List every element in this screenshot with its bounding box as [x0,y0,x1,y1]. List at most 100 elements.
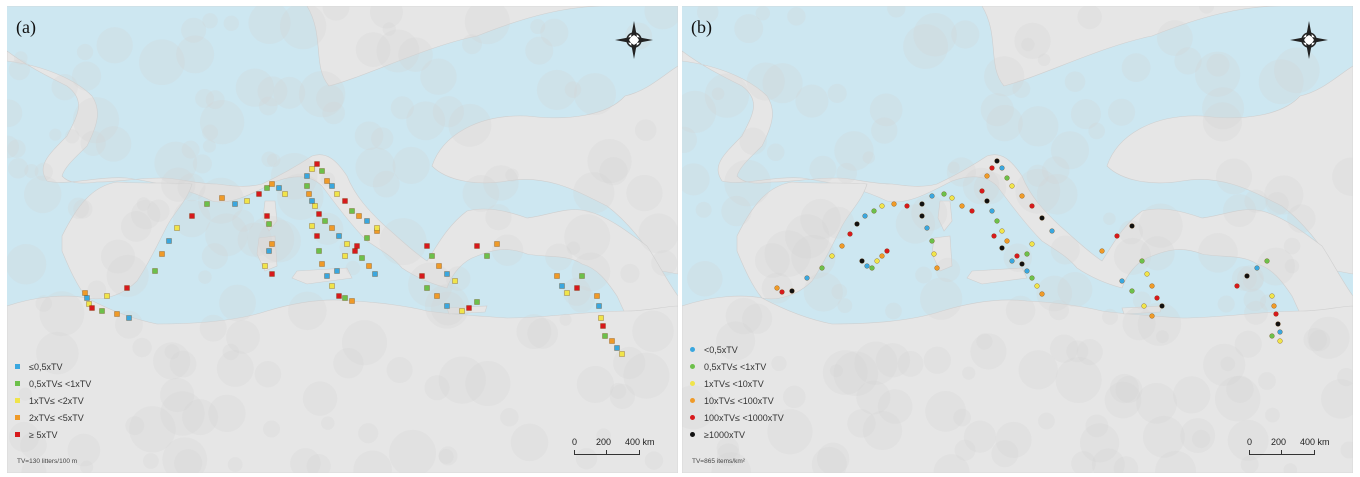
legend-label: ≥1000xTV [704,429,745,440]
sampling-station-marker [559,283,565,289]
relief-shade [1118,220,1144,245]
relief-shade [1307,316,1350,359]
relief-shade [258,96,278,116]
relief-shade [176,35,215,74]
sampling-station-marker [342,295,348,301]
relief-shade [462,175,500,212]
sampling-station-marker [1144,271,1150,277]
relief-shade [273,76,306,109]
sampling-station-marker [924,225,930,231]
relief-shade [235,68,275,107]
relief-shade [1057,272,1093,307]
sampling-station-marker [1009,258,1015,264]
sampling-station-marker [419,273,425,279]
relief-shade [1036,174,1078,215]
relief-shade [353,450,392,473]
relief-shade [392,146,430,185]
relief-shade [682,90,717,134]
relief-shade [1014,22,1051,60]
relief-shade [382,22,396,36]
relief-shade [8,421,40,453]
relief-shade [199,99,245,145]
sampling-station-marker [839,243,845,249]
sampling-station-marker [984,198,990,204]
landmass [7,6,678,275]
relief-shade [1055,356,1102,404]
sampling-station-marker [444,271,450,277]
relief-shade [1066,340,1089,363]
sampling-station-marker [124,285,130,291]
relief-shade [1085,414,1109,438]
sampling-station-marker [304,173,310,179]
relief-shade [227,457,243,472]
sampling-station-marker [319,168,325,174]
relief-shade [573,73,616,116]
relief-shade [280,6,327,50]
relief-shade [136,197,151,211]
map-a [7,6,678,473]
sampling-station-marker [344,241,350,247]
relief-shade [143,453,159,469]
relief-shade [576,365,614,404]
legend-item: ≥ 5xTV [15,426,91,443]
sampling-station-marker [352,248,358,254]
relief-shade [682,126,697,153]
relief-shade [1137,302,1182,346]
relief-shade [837,298,853,313]
sampling-station-marker [609,338,615,344]
sampling-station-marker [276,185,282,191]
sampling-station-marker [349,298,355,304]
sampling-station-marker [266,221,272,227]
relief-shade [1026,164,1049,187]
relief-shade [192,154,212,174]
sampling-station-marker [1029,203,1035,209]
relief-shade [816,442,850,473]
sampling-station-marker [309,166,315,172]
sampling-station-marker [1049,228,1055,234]
sampling-station-marker [1159,303,1165,309]
relief-shade [237,222,272,257]
legend-item: ≥1000xTV [690,426,784,443]
relief-shade [39,291,85,337]
sampling-station-marker [244,198,250,204]
relief-shade [875,343,911,378]
relief-shade [257,76,288,107]
relief-shade [1037,53,1051,67]
sampling-station-marker [1154,295,1160,301]
relief-shade [1192,429,1211,449]
relief-shade [854,341,898,385]
sampling-station-marker [847,231,853,237]
relief-shade [803,272,843,312]
sampling-station-marker [859,258,865,264]
sampling-station-marker [789,288,795,294]
legend-label: 2xTV≤ <5xTV [29,412,84,423]
relief-shade [114,310,143,339]
sampling-station-marker [931,251,937,257]
sampling-station-marker [871,208,877,214]
map-b [682,6,1353,473]
relief-shade [505,168,519,182]
relief-shade [962,167,1000,205]
sampling-station-marker [602,333,608,339]
relief-shade [1064,71,1086,92]
relief-shade [389,429,436,473]
relief-shade [510,423,549,462]
relief-shade [836,162,858,184]
relief-shade [1018,106,1059,147]
relief-shade [65,129,80,144]
relief-shade [464,6,510,45]
relief-shade [485,204,512,231]
sampling-station-marker [166,238,172,244]
relief-shade [223,15,239,31]
relief-shade [862,410,903,451]
map-panel-b: (b) <0,5xTV 0,5xTV≤ <1xTV 1xTV≤ <10xTV 1… [682,6,1353,473]
relief-shade [1041,156,1070,184]
landmass [937,200,953,232]
relief-shade [132,337,152,358]
relief-shade [1203,343,1246,387]
sampling-station-marker [322,218,328,224]
sampling-station-marker [424,285,430,291]
relief-shade [1283,463,1298,473]
sampling-station-marker [774,285,780,291]
relief-shade [139,39,185,86]
